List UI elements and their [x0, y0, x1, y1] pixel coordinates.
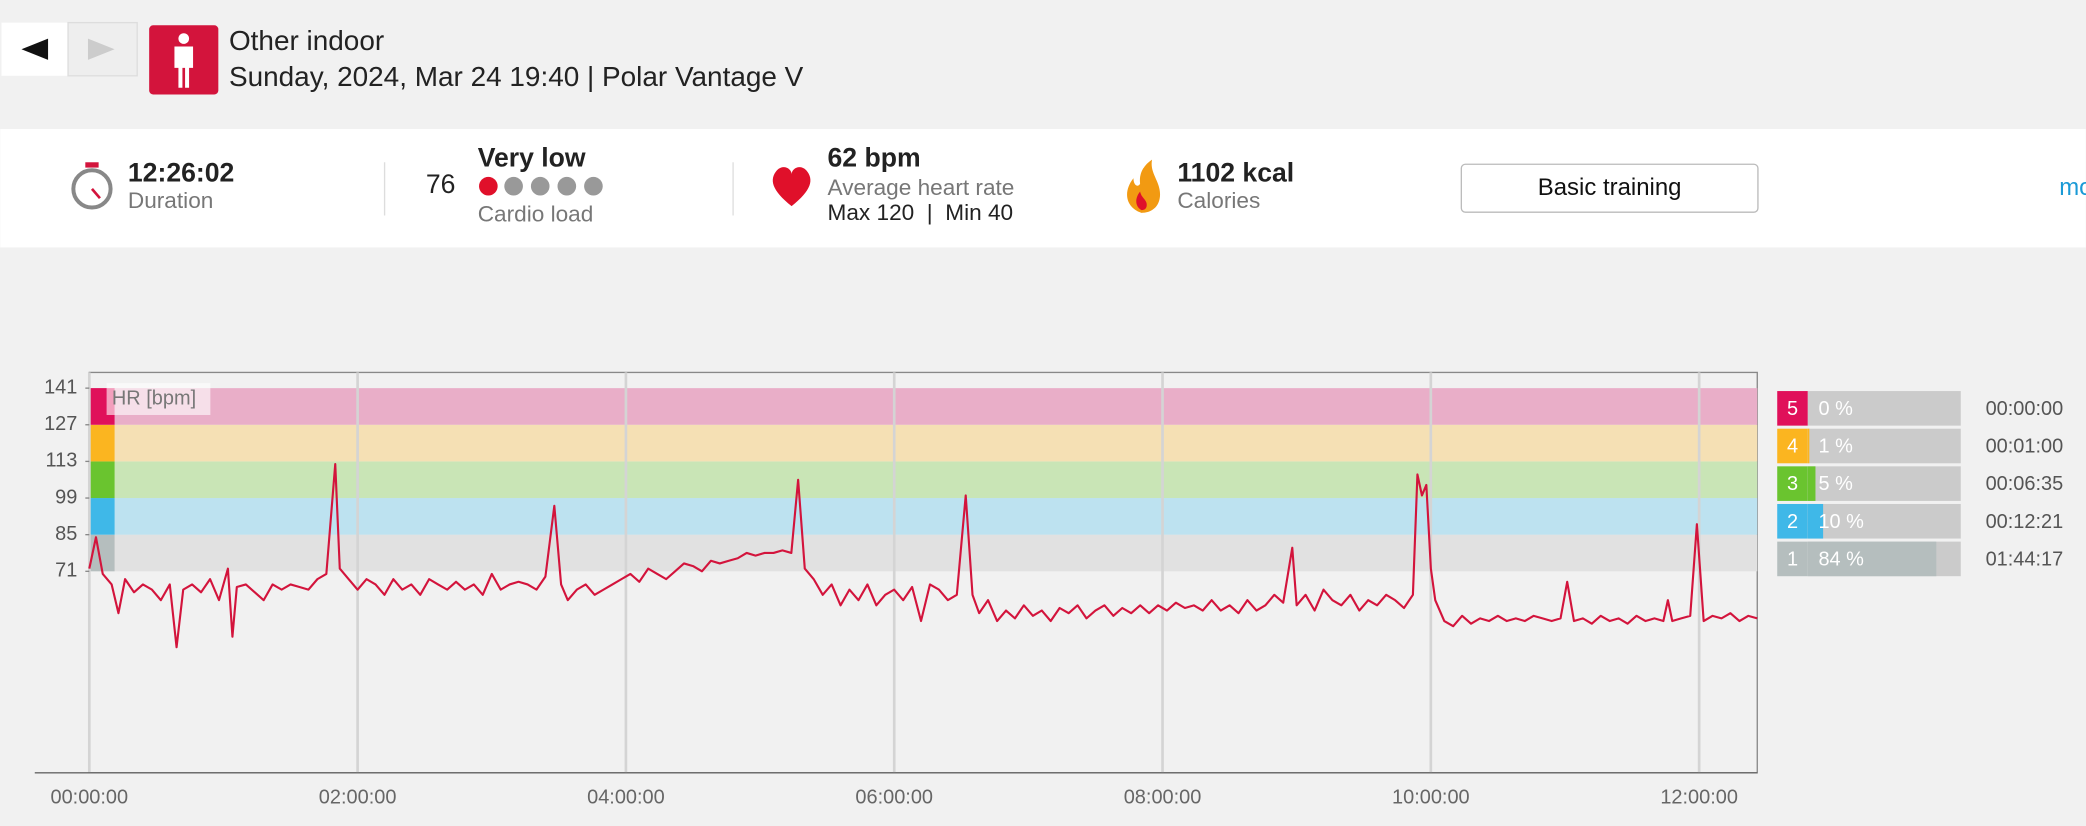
zone-time: 00:12:21 [1986, 511, 2064, 533]
summary-bar [0, 129, 2086, 248]
icon-body [174, 46, 194, 88]
zone-band-marker [90, 498, 115, 535]
duration: 12:26:02 [128, 157, 234, 187]
stopwatch-top [85, 162, 99, 168]
next-icon [87, 38, 115, 60]
y-label-box [106, 383, 211, 415]
cardio-label: Cardio load [478, 201, 594, 226]
prev-icon [21, 38, 49, 60]
y-tick-label: 71 [55, 560, 77, 582]
zone-swatch [1777, 428, 1808, 464]
zone-track [1807, 391, 1961, 426]
zone-bar [1807, 503, 1824, 539]
cardio-dot [504, 176, 523, 196]
zone-band-marker [90, 461, 115, 499]
zone-band-marker [90, 424, 115, 462]
zone-band-marker [90, 534, 115, 572]
zone-band [89, 388, 1758, 425]
hr-range: Max 120 | Min 40 [828, 200, 1014, 225]
zone-swatch [1777, 391, 1808, 426]
zone-number: 3 [1787, 473, 1798, 495]
y-tick-label: 113 [46, 450, 78, 472]
y-tick-label: 85 [55, 523, 77, 545]
zone-track [1807, 503, 1961, 539]
zone-number: 2 [1787, 511, 1798, 533]
zone-number: 5 [1787, 398, 1798, 420]
calories-label: Calories [1177, 188, 1260, 213]
zone-band [89, 461, 1758, 499]
cardio-value: 76 [426, 169, 456, 199]
basic-training-button[interactable] [1460, 163, 1759, 213]
zone-time: 00:01:00 [1986, 436, 2064, 458]
stopwatch-icon [71, 168, 113, 210]
title: Other indoor [229, 25, 384, 56]
zone-track [1807, 428, 1961, 464]
button-label: Basic training [1538, 174, 1682, 201]
zone-number: 4 [1787, 436, 1798, 458]
zone-time: 01:44:17 [1986, 549, 2064, 571]
x-tick-label: 06:00:00 [855, 786, 933, 808]
zone-bar [1807, 541, 1937, 577]
flame-icon [1127, 159, 1161, 213]
zone-percent: 84 % [1818, 549, 1864, 571]
zone-track [1807, 466, 1961, 501]
cardio-dot [479, 176, 498, 196]
cardio-dot [557, 176, 577, 196]
hr-label: Average heart rate [828, 175, 1015, 200]
zone-band [89, 498, 1758, 535]
cardio-dot [530, 176, 550, 196]
flame-inner [1136, 191, 1147, 211]
x-tick-label: 10:00:00 [1392, 786, 1470, 808]
zone-band [89, 424, 1758, 462]
duration-label: Duration [128, 188, 213, 213]
y-tick-label: 127 [44, 413, 77, 435]
hr-value: 62 bpm [828, 143, 921, 173]
zone-percent: 0 % [1818, 398, 1853, 420]
zone-percent: 1 % [1818, 436, 1853, 458]
zone-swatch [1777, 541, 1808, 577]
x-tick-label: 08:00:00 [1124, 786, 1202, 808]
calories: 1102 kcal [1177, 157, 1294, 187]
zone-band [89, 534, 1758, 572]
y-tick-label: 141 [44, 376, 77, 398]
cardio-dot [584, 176, 603, 196]
zone-percent: 10 % [1818, 511, 1864, 533]
zone-bar [1807, 466, 1816, 501]
heart-icon [772, 167, 811, 207]
y-axis-label: HR [bpm] [112, 387, 196, 409]
zone-swatch [1777, 503, 1808, 539]
zone-time: 00:00:00 [1986, 398, 2064, 420]
x-tick-label: 02:00:00 [319, 786, 397, 808]
x-tick-label: 04:00:00 [587, 786, 665, 808]
stopwatch-hand [90, 188, 101, 200]
x-tick-label: 00:00:00 [51, 786, 129, 808]
more-link[interactable]: mo [2059, 174, 2086, 201]
y-tick-label: 99 [55, 486, 77, 508]
x-tick-label: 12:00:00 [1660, 786, 1738, 808]
hr-chart: 00:00:00 02:00:00 04:00:00 06:00:00 08:00:00… [34, 371, 2064, 808]
zone-percent: 5 % [1818, 473, 1853, 495]
zone-number: 1 [1787, 549, 1798, 571]
zone-bar [1807, 428, 1810, 464]
zone-swatch [1777, 466, 1808, 501]
subtitle: Sunday, 2024, Mar 24 19:40 | Polar Vanta… [229, 61, 804, 92]
zone-time: 00:06:35 [1986, 473, 2064, 495]
icon-head [178, 33, 190, 44]
cardio-level: Very low [478, 143, 586, 173]
hr-line [88, 463, 1758, 649]
